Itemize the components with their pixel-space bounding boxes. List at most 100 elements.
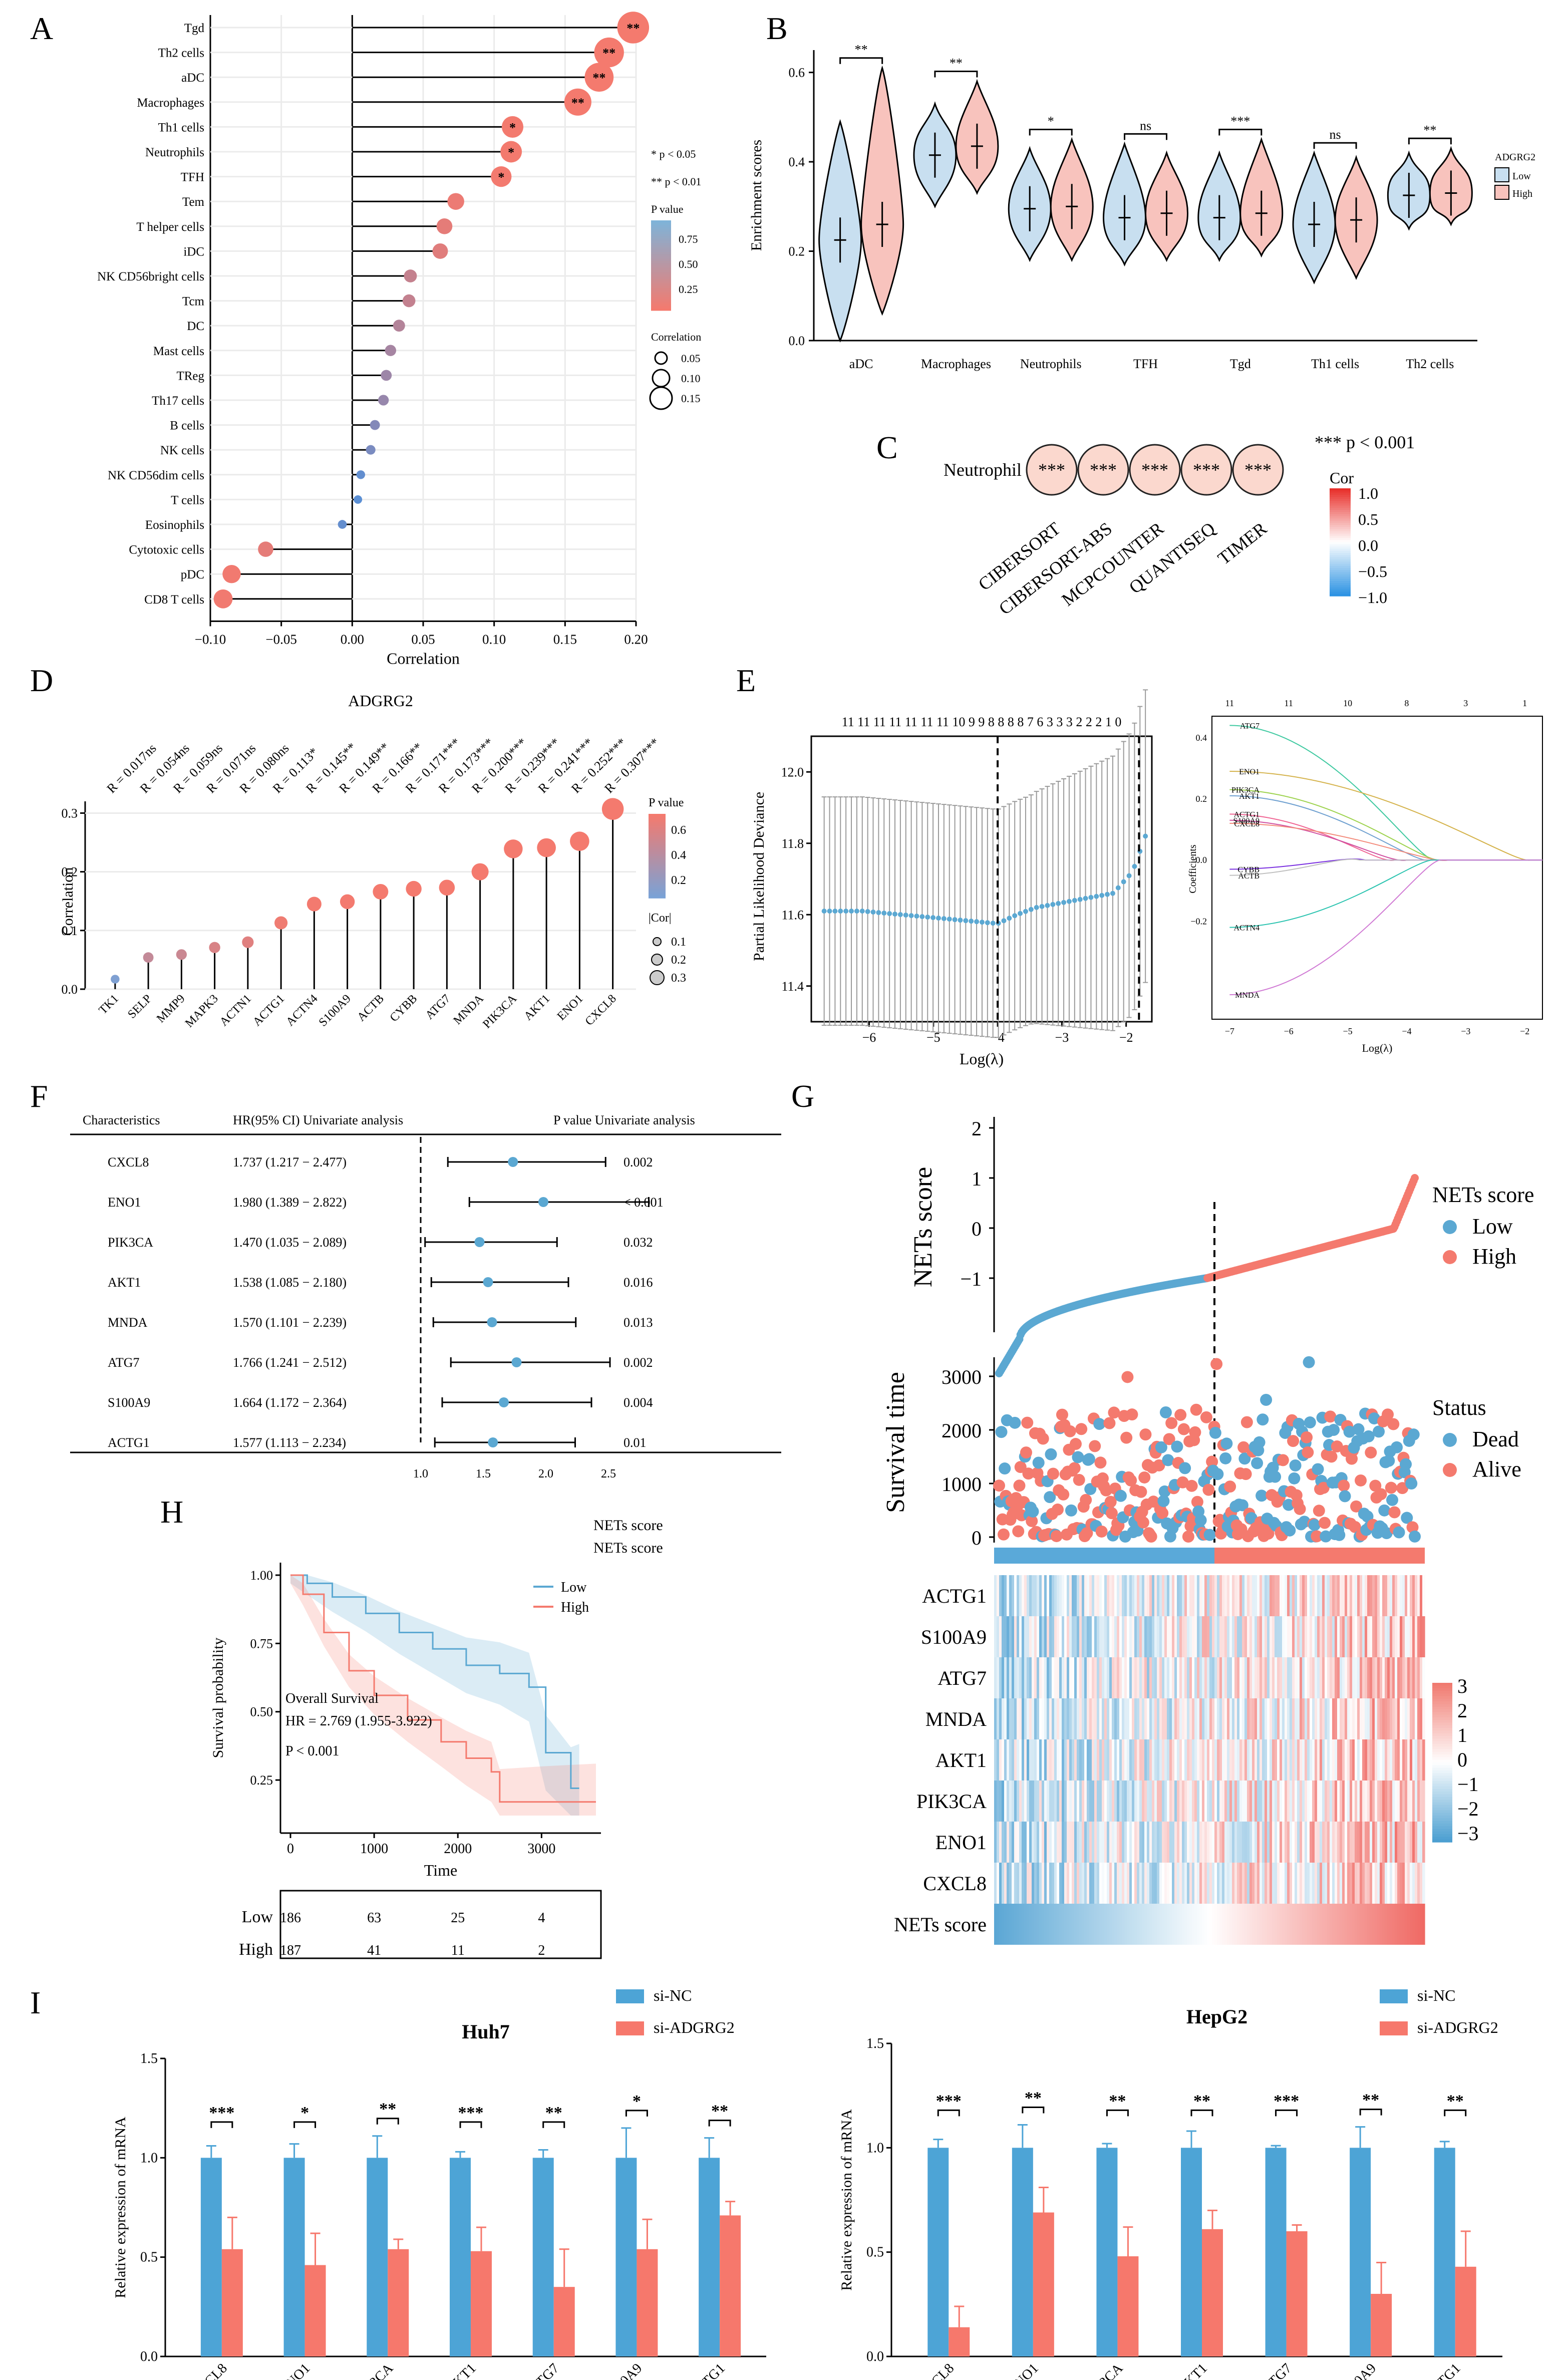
legend-title: P value bbox=[651, 203, 684, 215]
heat-cell bbox=[1252, 1863, 1255, 1904]
heat-cell bbox=[1127, 1575, 1130, 1616]
heat-cell bbox=[1002, 1822, 1005, 1863]
cv-point bbox=[1083, 896, 1088, 901]
y-tick-label: 11.6 bbox=[781, 908, 804, 922]
heat-cell bbox=[1255, 1904, 1258, 1945]
heat-cell bbox=[1214, 1739, 1217, 1780]
heat-cell bbox=[1074, 1739, 1077, 1780]
heat-cell bbox=[1164, 1657, 1167, 1698]
heat-cell bbox=[997, 1739, 1000, 1780]
heat-cell bbox=[1199, 1657, 1202, 1698]
sig-mark: ** bbox=[1362, 2091, 1379, 2110]
heat-cell bbox=[1087, 1863, 1090, 1904]
score-point bbox=[1411, 1174, 1419, 1182]
heat-cell bbox=[1037, 1863, 1040, 1904]
heat-cell bbox=[1007, 1863, 1010, 1904]
colorbar-step bbox=[651, 304, 671, 307]
heat-cell bbox=[1134, 1575, 1137, 1616]
cor-cell bbox=[1232, 444, 1284, 496]
coef-path bbox=[1229, 771, 1542, 861]
status-point-dead bbox=[1405, 1477, 1418, 1490]
heat-cell bbox=[1162, 1616, 1165, 1657]
heat-cell bbox=[1029, 1780, 1032, 1822]
colorbar-step bbox=[649, 868, 666, 871]
heat-cell bbox=[1275, 1780, 1278, 1822]
y-tick-label: 0.6 bbox=[789, 66, 805, 80]
row-p: 0.002 bbox=[623, 1355, 653, 1370]
heat-colorbar-tick: −2 bbox=[1457, 1798, 1479, 1820]
legend-title: Status bbox=[1432, 1395, 1486, 1420]
heat-cell bbox=[1052, 1616, 1055, 1657]
heat-cell bbox=[1292, 1657, 1295, 1698]
heat-cell bbox=[1385, 1657, 1388, 1698]
heat-cell bbox=[1312, 1739, 1315, 1780]
heat-cell bbox=[1049, 1739, 1052, 1780]
heat-cell bbox=[1302, 1698, 1305, 1739]
heat-cell bbox=[1347, 1616, 1350, 1657]
status-point-dead bbox=[1283, 1499, 1295, 1511]
sig-mark: *** bbox=[458, 2104, 484, 2122]
x-tick-label: 0.20 bbox=[624, 632, 648, 647]
heat-cell bbox=[1310, 1863, 1313, 1904]
colorbar-step bbox=[651, 279, 671, 281]
heat-cell bbox=[1397, 1657, 1400, 1698]
status-point-dead bbox=[1257, 1413, 1269, 1426]
heat-cell bbox=[1249, 1780, 1252, 1822]
category-label: S100A9 bbox=[317, 992, 354, 1029]
status-point-alive bbox=[1075, 1423, 1088, 1435]
heat-cell bbox=[1024, 1904, 1027, 1945]
size-key-label: 0.05 bbox=[681, 352, 701, 365]
heat-cell bbox=[1184, 1657, 1187, 1698]
heat-cell bbox=[1107, 1822, 1110, 1863]
heat-cell bbox=[1202, 1575, 1205, 1616]
lollipop-point bbox=[447, 193, 464, 210]
bar-si-adgrg2 bbox=[553, 2287, 575, 2356]
heat-cell bbox=[1007, 1904, 1010, 1945]
heat-cell bbox=[1315, 1616, 1318, 1657]
heat-cell bbox=[1097, 1657, 1100, 1698]
heat-cell bbox=[1285, 1739, 1288, 1780]
heat-cell bbox=[1302, 1657, 1305, 1698]
heat-cell bbox=[1360, 1616, 1363, 1657]
colorbar-tick: −0.5 bbox=[1358, 562, 1387, 580]
heat-cell bbox=[1109, 1739, 1112, 1780]
heat-cell bbox=[1004, 1739, 1007, 1780]
y-tick-label: 0.75 bbox=[250, 1636, 273, 1651]
heat-cell bbox=[1152, 1616, 1155, 1657]
coef-path bbox=[1229, 795, 1542, 861]
heat-cell bbox=[1270, 1657, 1273, 1698]
heat-cell bbox=[1107, 1698, 1110, 1739]
heat-cell bbox=[1372, 1657, 1375, 1698]
heat-colorbar-step bbox=[1432, 1802, 1452, 1806]
heat-cell bbox=[1044, 1904, 1047, 1945]
heat-cell bbox=[1084, 1657, 1087, 1698]
status-point-alive bbox=[1191, 1496, 1203, 1508]
heat-cell bbox=[1204, 1904, 1207, 1945]
status-point-alive bbox=[1095, 1525, 1108, 1538]
heat-cell bbox=[1249, 1698, 1252, 1739]
status-point-alive bbox=[1037, 1432, 1049, 1445]
cv-point bbox=[832, 909, 838, 914]
heat-cell bbox=[1177, 1780, 1180, 1822]
heat-cell bbox=[1290, 1616, 1293, 1657]
heat-cell bbox=[1179, 1739, 1182, 1780]
category-label: Tgd bbox=[184, 22, 205, 35]
cor-cell bbox=[1180, 444, 1232, 496]
status-point-alive bbox=[1057, 1488, 1070, 1501]
coef-label: MNDA bbox=[1235, 991, 1260, 1000]
heat-cell bbox=[1189, 1616, 1192, 1657]
heat-cell bbox=[1214, 1575, 1217, 1616]
heat-cell bbox=[1069, 1698, 1072, 1739]
heat-cell bbox=[1214, 1863, 1217, 1904]
heat-cell bbox=[1337, 1575, 1340, 1616]
heat-cell bbox=[1197, 1575, 1200, 1616]
heat-cell bbox=[1139, 1616, 1142, 1657]
heat-cell bbox=[1270, 1822, 1273, 1863]
heat-cell bbox=[1267, 1904, 1270, 1945]
heat-cell bbox=[1174, 1904, 1177, 1945]
status-point-alive bbox=[1021, 1416, 1034, 1429]
heat-cell bbox=[1420, 1780, 1423, 1822]
heat-cell bbox=[1097, 1616, 1100, 1657]
heat-cell bbox=[1252, 1822, 1255, 1863]
sig-bracket bbox=[934, 70, 978, 78]
